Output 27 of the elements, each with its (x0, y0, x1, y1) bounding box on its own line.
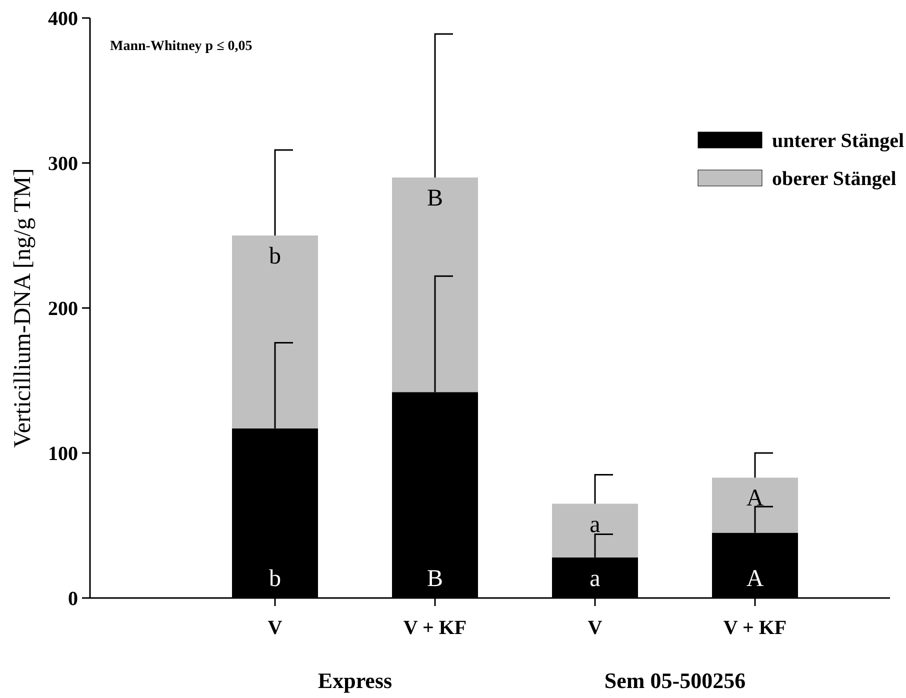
annotation: A (746, 486, 764, 512)
x-tick-label: V + KF (403, 617, 467, 639)
text: Sem 05-500256 (604, 668, 746, 693)
bar (712, 478, 798, 533)
annotation: B (426, 566, 444, 592)
x-tick-label: V (588, 617, 603, 639)
y-tick-label: 300 (48, 153, 78, 175)
annotation: Mann-Whitney p ≤ 0,05 (110, 39, 252, 54)
bar (392, 178, 478, 392)
legend-label: unterer Stängel (772, 130, 904, 152)
legend-label: oberer Stängel (772, 168, 897, 190)
y-axis-title: Verticillium-DNA [ng/g TM] (10, 168, 36, 448)
annotation: a (590, 512, 601, 538)
y-tick-label: 200 (48, 298, 78, 320)
y-tick-label: 400 (48, 8, 78, 30)
bar (232, 236, 318, 428)
annotation: b (269, 244, 281, 270)
annotation: b (269, 566, 281, 592)
annotation: A (746, 566, 764, 592)
y-tick-label: 0 (68, 588, 78, 610)
annotation: a (590, 566, 601, 592)
annotation: B (426, 186, 444, 212)
bar (552, 504, 638, 558)
x-tick-label: V + KF (723, 617, 787, 639)
text: Express (318, 668, 393, 693)
x-tick-label: V (268, 617, 283, 639)
y-tick-label: 100 (48, 443, 78, 465)
